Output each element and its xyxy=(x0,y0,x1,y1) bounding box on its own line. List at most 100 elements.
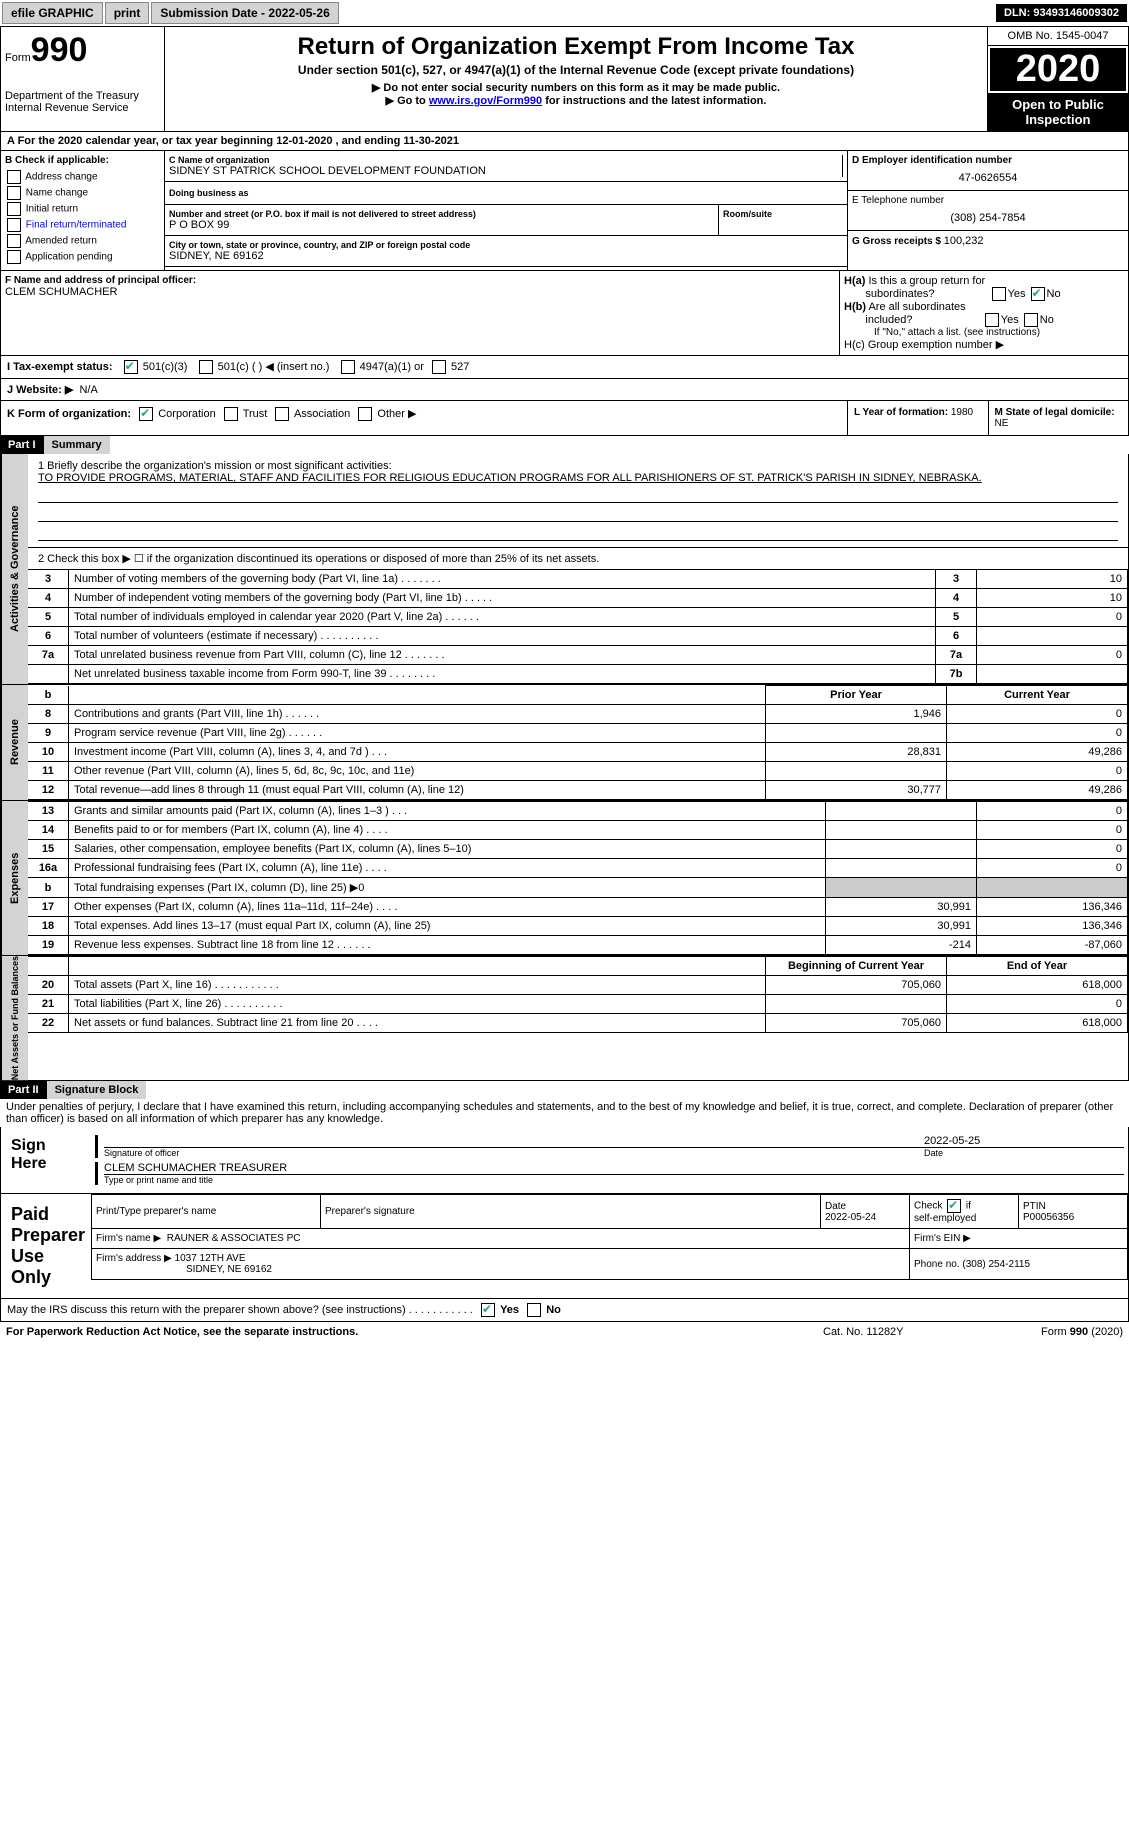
ag-body: 1 Briefly describe the organization's mi… xyxy=(28,454,1128,684)
exp-table: 13Grants and similar amounts paid (Part … xyxy=(28,801,1128,955)
footer: For Paperwork Reduction Act Notice, see … xyxy=(0,1322,1129,1342)
phone-value: (308) 254-7854 xyxy=(852,212,1124,224)
sec-ag: Activities & Governance 1 Briefly descri… xyxy=(0,454,1129,685)
cb-app-pending[interactable]: Application pending xyxy=(5,250,160,264)
row-a-tax-year: A For the 2020 calendar year, or tax yea… xyxy=(0,132,1129,151)
part1-header-row: Part ISummary xyxy=(0,436,1129,454)
opt-assoc: Association xyxy=(294,408,350,420)
form-title: Return of Organization Exempt From Incom… xyxy=(169,33,983,61)
table-row: 7aTotal unrelated business revenue from … xyxy=(28,646,1128,665)
f-label: F Name and address of principal officer: xyxy=(5,275,835,286)
cb-501c[interactable] xyxy=(199,360,213,374)
l-value: 1980 xyxy=(951,407,973,418)
cb-corp[interactable] xyxy=(139,407,153,421)
ha-row: H(a) Is this a group return for subordin… xyxy=(844,275,1124,301)
form-number: 990 xyxy=(31,31,88,69)
officer-printed: CLEM SCHUMACHER TREASURER xyxy=(104,1162,1124,1174)
cb-initial-return[interactable]: Initial return xyxy=(5,202,160,216)
city-value: SIDNEY, NE 69162 xyxy=(169,250,843,262)
cb-amended[interactable]: Amended return xyxy=(5,234,160,248)
form-word: Form xyxy=(5,52,31,64)
discuss-row: May the IRS discuss this return with the… xyxy=(0,1299,1129,1322)
m-value: NE xyxy=(995,418,1009,429)
g-value: 100,232 xyxy=(944,235,984,247)
k-box: K Form of organization: Corporation Trus… xyxy=(1,401,847,435)
opt-501c3: 501(c)(3) xyxy=(143,361,188,373)
sig-officer-label: Signature of officer xyxy=(104,1148,924,1158)
sec-revenue: Revenue bPrior YearCurrent Year 8Contrib… xyxy=(0,685,1129,801)
officer-name: CLEM SCHUMACHER xyxy=(5,286,835,298)
table-row: 4Number of independent voting members of… xyxy=(28,589,1128,608)
opt-4947: 4947(a)(1) or xyxy=(360,361,424,373)
opt-501c: 501(c) ( ) ◀ (insert no.) xyxy=(218,361,330,373)
l-label: L Year of formation: xyxy=(854,407,951,418)
table-row: Net unrelated business taxable income fr… xyxy=(28,665,1128,684)
cb-trust[interactable] xyxy=(224,407,238,421)
l-cell: L Year of formation: 1980 xyxy=(848,401,989,435)
d-label: D Employer identification number xyxy=(852,155,1124,166)
cb-final-return[interactable]: Final return/terminated xyxy=(5,218,160,232)
date-label: Date xyxy=(924,1148,1124,1158)
dln-label: DLN: xyxy=(1004,7,1033,19)
discuss-text: May the IRS discuss this return with the… xyxy=(7,1304,473,1316)
table-row: 9Program service revenue (Part VIII, lin… xyxy=(28,724,1128,743)
open-inspection: Open to Public Inspection xyxy=(988,93,1128,131)
cb-discuss-yes[interactable] xyxy=(481,1303,495,1317)
firm-ein-cell: Firm's EIN ▶ xyxy=(910,1229,1128,1249)
th-curr: Current Year xyxy=(947,686,1128,705)
cb-4947[interactable] xyxy=(341,360,355,374)
lm-box: L Year of formation: 1980 M State of leg… xyxy=(847,401,1128,435)
subdate-value: 2022-05-26 xyxy=(268,6,329,20)
ein-value: 47-0626554 xyxy=(852,172,1124,184)
gross-box: G Gross receipts $ 100,232 xyxy=(848,231,1128,270)
ptin-cell: PTINP00056356 xyxy=(1019,1195,1128,1229)
col-d: D Employer identification number 47-0626… xyxy=(847,151,1128,270)
no-label: No xyxy=(546,1304,561,1316)
k-label: K Form of organization: xyxy=(7,408,131,420)
table-row: 8Contributions and grants (Part VIII, li… xyxy=(28,705,1128,724)
goto-post: for instructions and the latest informat… xyxy=(542,95,766,107)
row-j: J Website: ▶ N/A xyxy=(0,379,1129,401)
rowa-date2: 11-30-2021 xyxy=(403,135,459,147)
cb-527[interactable] xyxy=(432,360,446,374)
form990-link[interactable]: www.irs.gov/Form990 xyxy=(429,95,542,107)
p-sig-cell: Preparer's signature xyxy=(321,1195,821,1229)
th-prior: Prior Year xyxy=(766,686,947,705)
ag-table: 3Number of voting members of the governi… xyxy=(28,569,1128,684)
cb-other[interactable] xyxy=(358,407,372,421)
e-label: E Telephone number xyxy=(852,195,1124,206)
dept-treasury: Department of the Treasury xyxy=(5,90,160,102)
table-row: 14Benefits paid to or for members (Part … xyxy=(28,821,1128,840)
sign-body: 2022-05-25 Signature of officer Date CLE… xyxy=(91,1127,1128,1193)
goto-pre: ▶ Go to xyxy=(386,95,429,107)
irs-label: Internal Revenue Service xyxy=(5,102,160,114)
form-footer: Form 990 (2020) xyxy=(973,1326,1123,1338)
cb-501c3[interactable] xyxy=(124,360,138,374)
ein-box: D Employer identification number 47-0626… xyxy=(848,151,1128,191)
col-b-checkboxes: B Check if applicable: Address change Na… xyxy=(1,151,165,270)
f-box: F Name and address of principal officer:… xyxy=(1,271,839,355)
cb-assoc[interactable] xyxy=(275,407,289,421)
firm-addr-cell: Firm's address ▶ 1037 12TH AVESIDNEY, NE… xyxy=(92,1249,910,1280)
cb-address-change[interactable]: Address change xyxy=(5,170,160,184)
part2-hdr: Part II xyxy=(0,1081,47,1099)
org-name: SIDNEY ST PATRICK SCHOOL DEVELOPMENT FOU… xyxy=(169,165,838,177)
dba-label: Doing business as xyxy=(169,188,843,198)
table-row: 21Total liabilities (Part X, line 26) . … xyxy=(28,995,1128,1014)
note-ssn: ▶ Do not enter social security numbers o… xyxy=(169,81,983,94)
note-goto: ▶ Go to www.irs.gov/Form990 for instruct… xyxy=(169,94,983,107)
i-label: I Tax-exempt status: xyxy=(7,361,113,373)
th-beg: Beginning of Current Year xyxy=(766,957,947,976)
cb-discuss-no[interactable] xyxy=(527,1303,541,1317)
efile-button[interactable]: efile GRAPHIC xyxy=(2,2,103,24)
print-button[interactable]: print xyxy=(105,2,150,24)
vtab-ag: Activities & Governance xyxy=(1,454,28,684)
table-row: 15Salaries, other compensation, employee… xyxy=(28,840,1128,859)
cb-name-change[interactable]: Name change xyxy=(5,186,160,200)
pra-notice: For Paperwork Reduction Act Notice, see … xyxy=(6,1326,823,1338)
blank-line-3 xyxy=(38,526,1118,541)
org-name-box: C Name of organization SIDNEY ST PATRICK… xyxy=(165,151,847,182)
website-value: N/A xyxy=(79,384,97,396)
tax-year: 2020 xyxy=(990,48,1126,91)
sig-date: 2022-05-25 xyxy=(924,1135,1124,1147)
